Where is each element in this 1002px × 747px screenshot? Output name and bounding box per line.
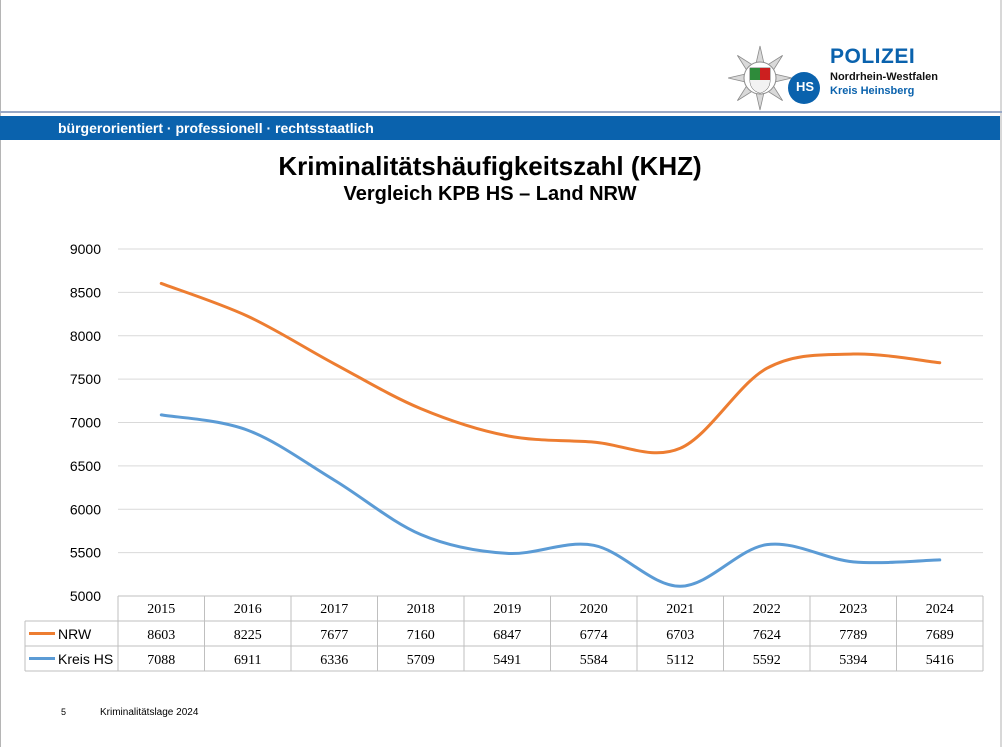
y-tick-label: 8000	[70, 328, 101, 344]
data-label: 8603	[147, 628, 175, 643]
logo-district: Kreis Heinsberg	[830, 85, 915, 97]
chart-title: Kriminalitätshäufigkeitszahl (KHZ)	[278, 151, 702, 181]
data-label: 5709	[407, 653, 435, 668]
chart-subtitle: Vergleich KPB HS – Land NRW	[343, 183, 637, 205]
data-label: 5416	[926, 653, 954, 668]
data-label: 7088	[147, 653, 175, 668]
y-tick-label: 9000	[70, 241, 101, 257]
data-label: 7624	[753, 628, 781, 643]
logo-state: Nordrhein-Westfalen	[830, 71, 938, 83]
data-label: 6703	[666, 628, 694, 643]
series-line-kreis-hs	[159, 413, 942, 588]
motto-banner: bürgerorientiert · professionell · recht…	[0, 116, 1000, 140]
y-tick-label: 5500	[70, 545, 101, 561]
y-tick-label: 6000	[70, 501, 101, 517]
x-tick-label: 2018	[407, 602, 435, 617]
header-divider	[0, 111, 1002, 113]
x-tick-label: 2023	[839, 602, 867, 617]
legend-label: NRW	[58, 626, 92, 642]
slide-left-border	[0, 0, 1, 747]
x-tick-label: 2020	[580, 602, 608, 617]
data-label: 5592	[753, 653, 781, 668]
data-label: 7160	[407, 628, 435, 643]
x-tick-label: 2022	[753, 602, 781, 617]
data-label: 5112	[667, 653, 694, 668]
police-logo: HS POLIZEI Nordrhein-Westfalen Kreis Hei…	[727, 44, 958, 112]
y-tick-label: 5000	[70, 588, 101, 604]
line-chart: 5000 5500 6000 6500 7000 7500 8000 8500 9000 2015…	[24, 241, 984, 672]
y-tick-label: 7000	[70, 415, 101, 431]
data-label: 5584	[580, 653, 608, 668]
x-tick-label: 2021	[666, 602, 694, 617]
data-label: 6336	[320, 653, 348, 668]
data-label: 5491	[493, 653, 521, 668]
y-tick-label: 6500	[70, 458, 101, 474]
data-label: 8225	[234, 628, 262, 643]
footer-text: Kriminalitätslage 2024	[100, 707, 199, 718]
data-label: 6774	[580, 628, 608, 643]
y-tick-label: 8500	[70, 284, 101, 300]
series-line-nrw	[159, 281, 942, 455]
logo-badge-text: HS	[795, 79, 815, 94]
x-tick-label: 2017	[320, 602, 348, 617]
slide-right-border	[1000, 0, 1002, 747]
legend-label: Kreis HS	[58, 651, 113, 667]
data-label: 7789	[839, 628, 867, 643]
data-label: 6847	[493, 628, 521, 643]
slide-number: 5	[61, 707, 67, 717]
x-tick-label: 2016	[234, 602, 262, 617]
logo-brand: POLIZEI	[830, 45, 916, 68]
police-star-icon	[727, 45, 820, 111]
data-label: 7689	[926, 628, 954, 643]
y-tick-label: 7500	[70, 371, 101, 387]
data-label: 5394	[839, 653, 867, 668]
x-tick-label: 2019	[493, 602, 521, 617]
data-label: 7677	[320, 628, 348, 643]
x-tick-label: 2024	[926, 602, 954, 617]
x-tick-label: 2015	[147, 602, 175, 617]
data-label: 6911	[234, 653, 261, 668]
